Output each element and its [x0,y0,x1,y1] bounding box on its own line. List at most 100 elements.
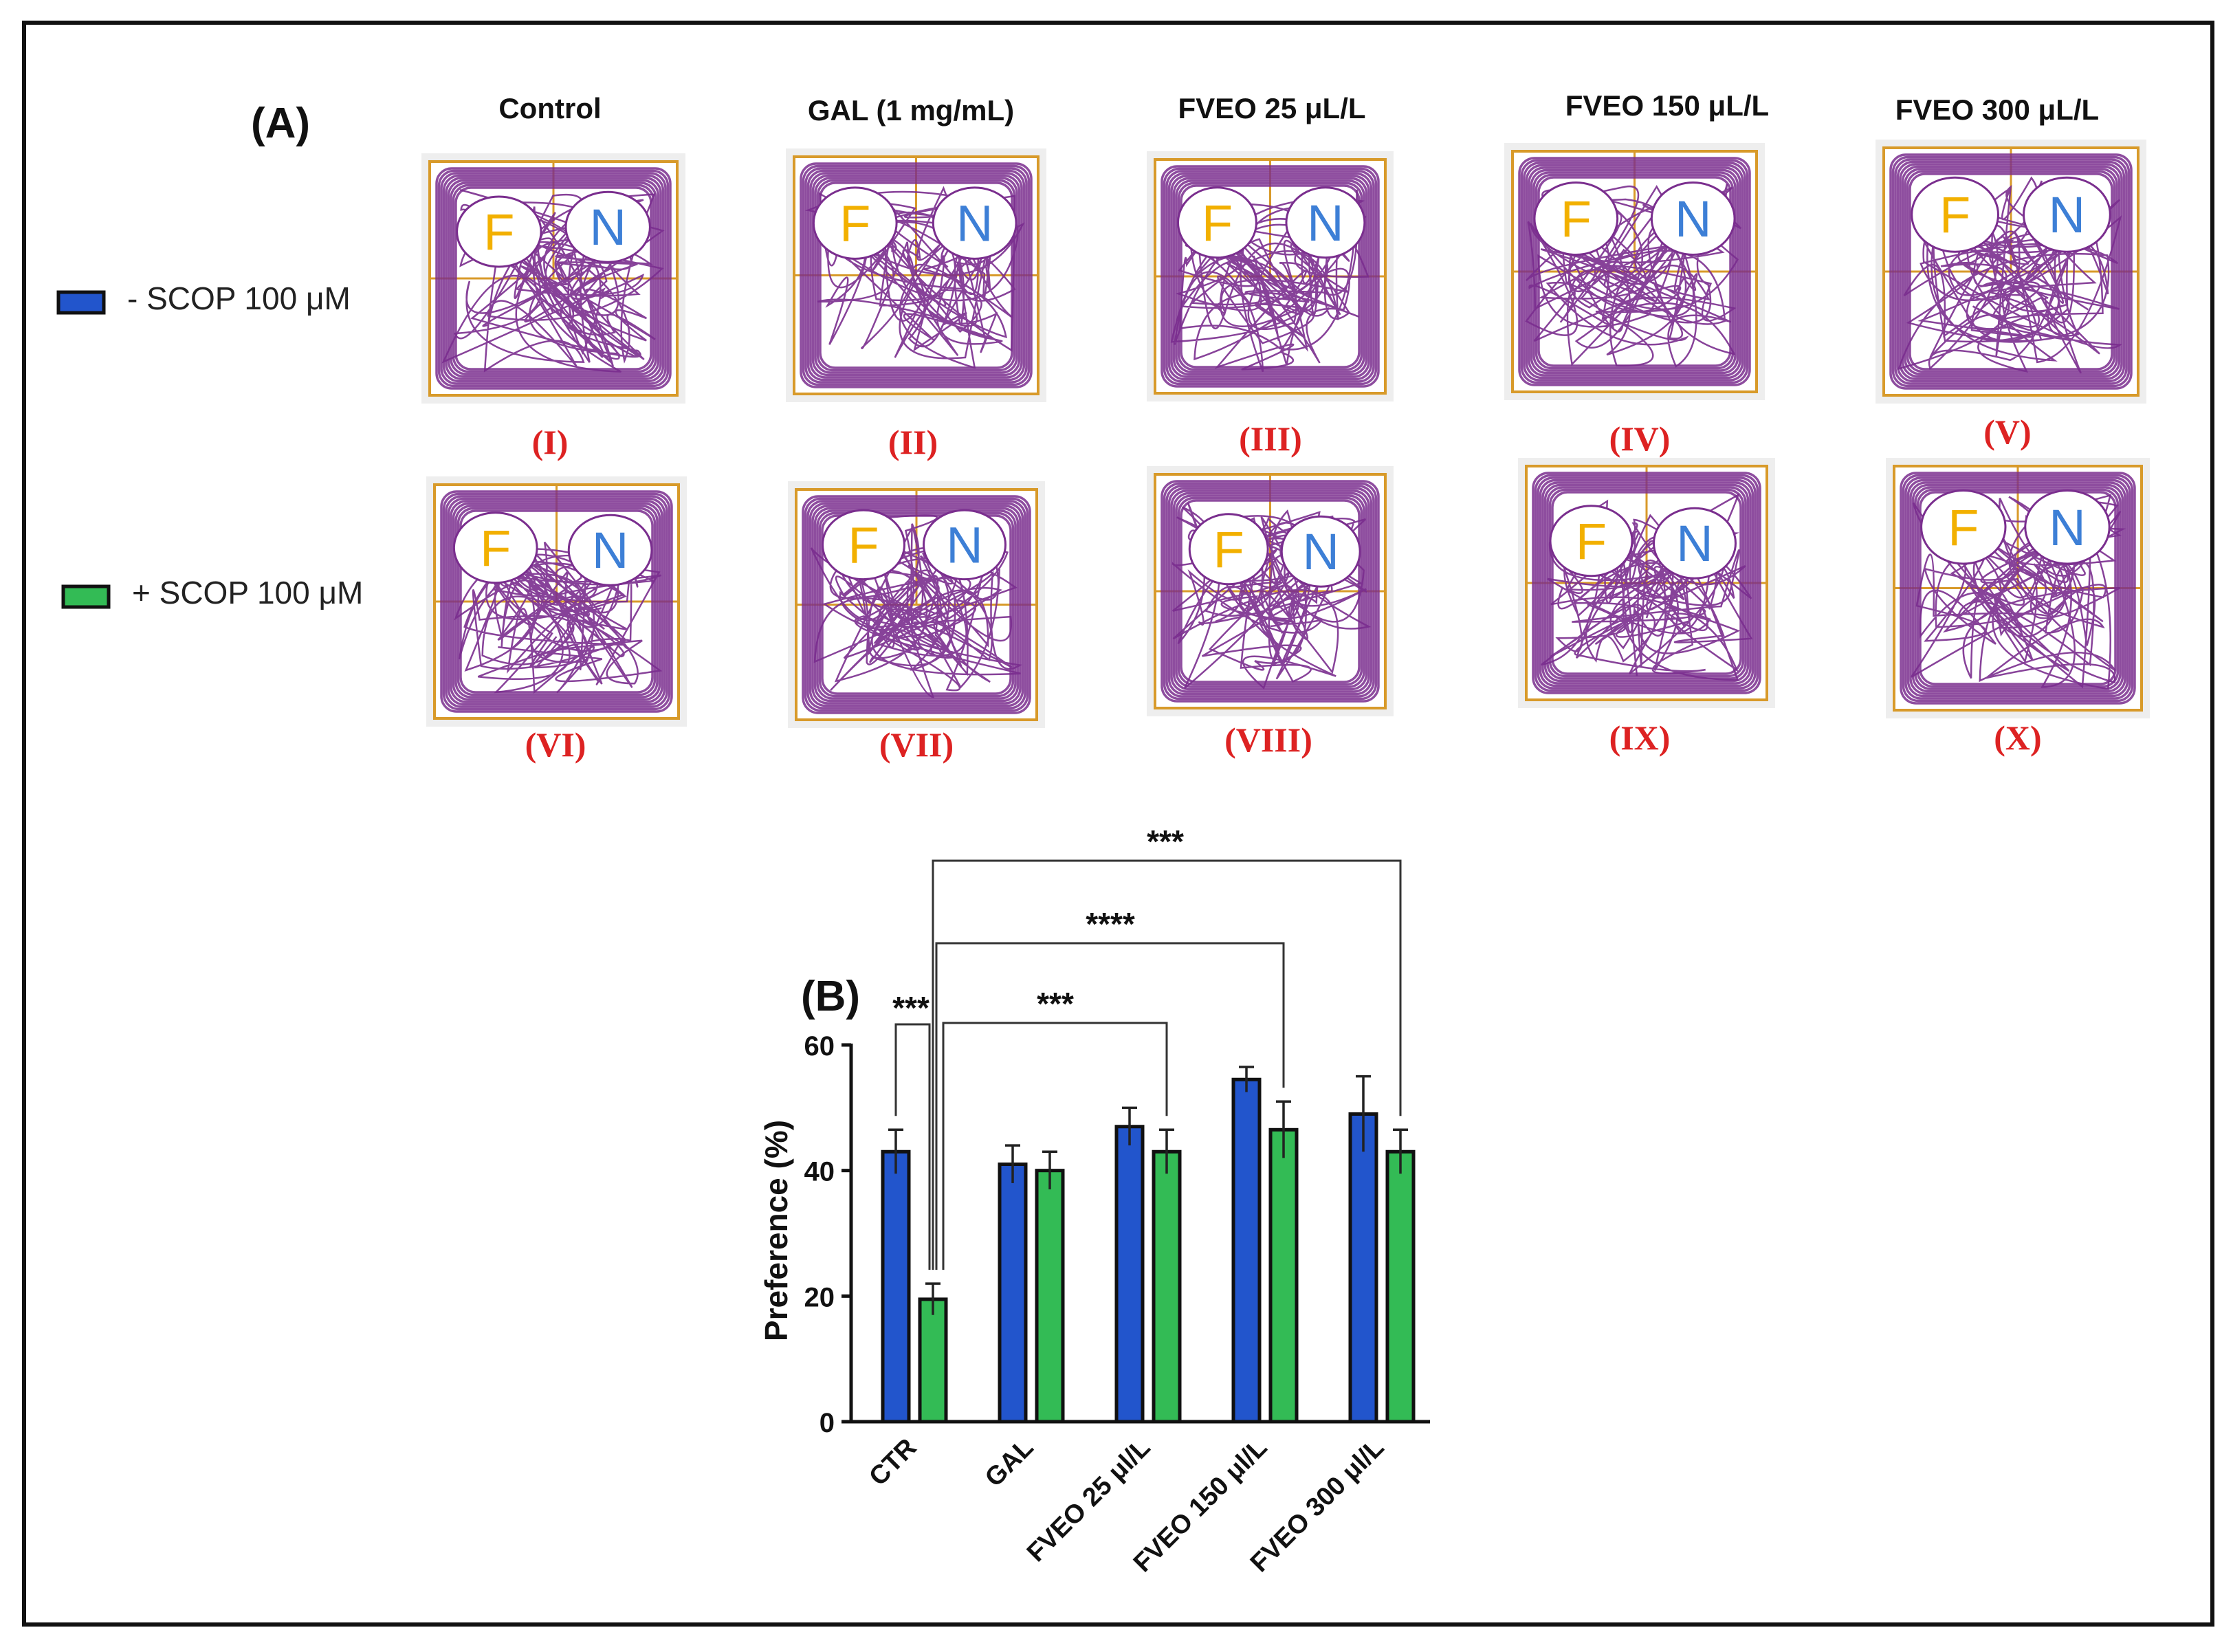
perimeter-track [445,177,662,380]
y-tick-label: 60 [804,1031,835,1061]
novel-object-zone [932,186,1018,260]
perimeter-track [809,172,1023,379]
arena-tracks: F N F N F N F N F NF N F N F N F N F N [421,140,2150,728]
novel-object-label: N [589,199,626,256]
perimeter-track [1160,480,1380,703]
novel-object-label: N [2049,186,2085,243]
perimeter-track [1894,158,2128,385]
y-tick-label: 0 [820,1408,835,1438]
perimeter-track [1537,476,1757,690]
perimeter-track [1891,155,2131,388]
exploration-track [1525,184,1742,368]
legend-label-minus-scop: - SCOP 100 μM [127,280,351,316]
perimeter-track [1163,167,1378,386]
perimeter-track [440,490,673,713]
perimeter-track [811,505,1022,705]
novel-object-label: N [1676,515,1713,572]
roman-label-6: (VI) [525,725,586,764]
perimeter-track [1911,483,2124,693]
y-axis-label: Preference (%) [758,1120,794,1341]
perimeter-track [1530,168,1739,375]
familiar-object-zone [1911,176,2000,253]
column-title-control: Control [498,92,601,124]
column-title-fveo-300: FVEO 300 μL/L [1895,93,2099,126]
novel-object-label: N [1307,195,1343,252]
familiar-object-zone [456,195,542,268]
perimeter-track [1163,482,1378,701]
novel-object-zone [1285,186,1366,259]
panel-a-label: (A) [251,100,310,147]
perimeter-track [1180,499,1361,683]
perimeter-track [447,179,660,378]
figure-border [22,21,2214,1627]
familiar-object-label: F [1213,521,1244,578]
novel-object-label: N [2049,499,2085,556]
roman-label-2: (II) [888,423,938,461]
familiar-object-zone [812,186,898,260]
perimeter-track [1889,153,2133,390]
perimeter-track [1539,478,1754,687]
perimeter-track [811,174,1021,377]
significance-bracket [932,859,1402,1270]
familiar-object-zone [1188,513,1269,586]
perimeter-track [1909,481,2126,695]
perimeter-track [1902,474,2134,703]
familiar-object-zone [822,509,905,581]
familiar-object-label: F [839,195,870,252]
legend: - SCOP 100 μM + SCOP 100 μM [56,280,363,610]
perimeter-track [814,177,1018,374]
significance-bracket [894,1023,931,1270]
roman-label-7: (VII) [879,725,954,764]
exploration-track [1170,189,1370,373]
novel-object-label: N [1302,523,1339,580]
perimeter-track [1906,170,2116,373]
exploration-track [1541,493,1753,681]
bar-plus-scop-4 [1268,1127,1299,1424]
novel-object-zone [567,514,653,586]
perimeter-track [1901,165,2121,378]
perimeter-track [1523,162,1746,382]
panel-a: (A) - SCOP 100 μM + SCOP 100 μM Control … [56,89,2150,764]
x-tick-label: CTR [864,1433,922,1492]
perimeter-track [1165,170,1375,383]
perimeter-track [1541,481,1752,685]
perimeter-track [1546,486,1747,680]
familiar-object-label: F [1202,195,1233,252]
perimeter-track [1904,476,2131,700]
perimeter-track [452,502,661,701]
perimeter-track [1534,474,1759,692]
exploration-track [810,514,1022,698]
perimeter-track [1167,172,1373,381]
novel-object-zone [923,509,1006,581]
perimeter-track [804,167,1028,384]
perimeter-track [1160,165,1380,388]
significance-bracket [935,942,1285,1270]
perimeter-track [802,164,1031,386]
perimeter-track [816,179,1016,372]
legend-swatch-plus-scop [61,584,111,609]
novel-object-zone [564,190,651,263]
novel-object-zone [1653,507,1737,580]
bar-minus-scop-4 [1231,1077,1262,1424]
familiar-object-label: F [1948,499,1979,556]
perimeter-track [1518,157,1751,386]
perimeter-track [442,174,665,383]
novel-object-zone [2024,489,2111,565]
significance-label: *** [892,990,930,1026]
perimeter-track [1906,478,2129,698]
perimeter-track [442,492,671,711]
roman-label-3: (III) [1239,419,1302,458]
novel-object-zone [1280,515,1361,588]
perimeter-track [450,181,657,375]
legend-label-plus-scop: + SCOP 100 μM [132,575,363,610]
panel-b-label: (B) [801,973,860,1020]
bar-minus-scop-2 [998,1163,1028,1424]
perimeter-track [804,497,1029,712]
perimeter-track [447,497,666,706]
